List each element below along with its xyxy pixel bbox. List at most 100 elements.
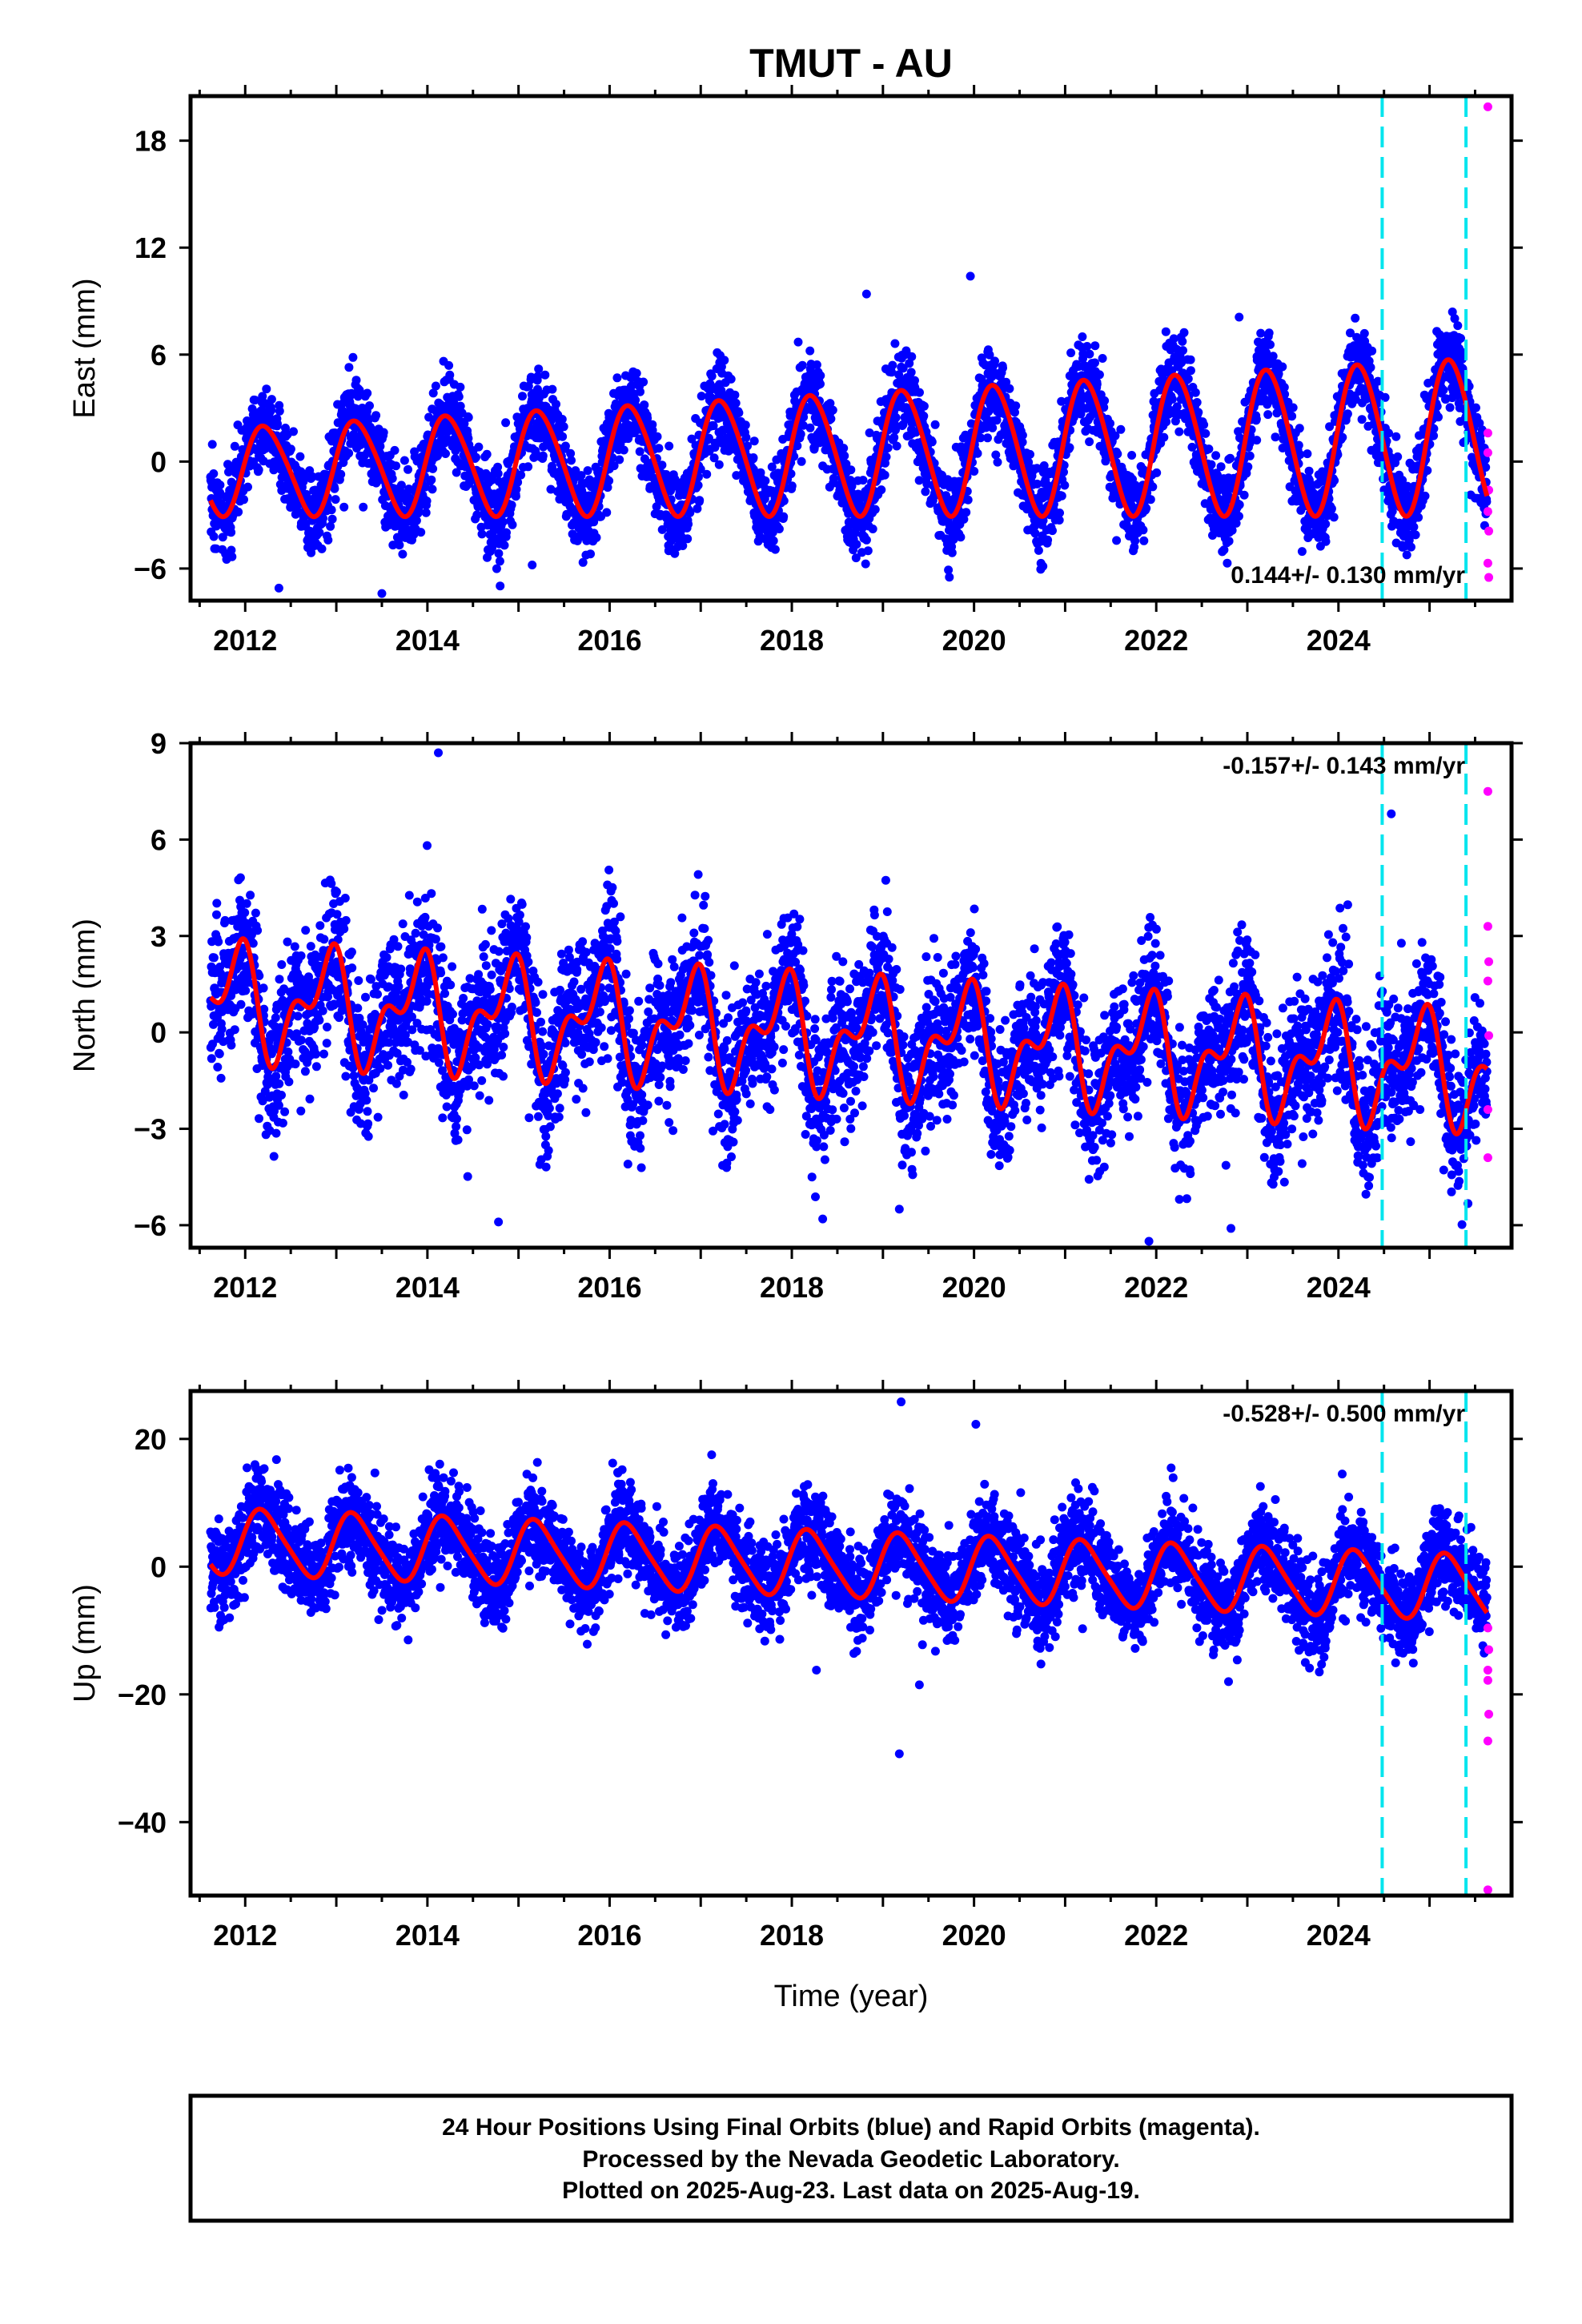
east-final-orbit-point xyxy=(1391,432,1401,441)
east-final-orbit-point xyxy=(1264,328,1274,338)
east-final-orbit-point xyxy=(1482,497,1492,506)
east-final-orbit-point xyxy=(1266,340,1275,349)
east-final-orbit-point xyxy=(391,461,400,471)
east-final-orbit-point xyxy=(507,501,516,510)
east-final-orbit-point xyxy=(947,548,957,557)
east-final-orbit-point xyxy=(921,487,930,497)
east-final-orbit-point xyxy=(1085,349,1094,359)
east-x-tick-label: 2012 xyxy=(213,624,277,657)
east-final-orbit-point xyxy=(404,464,412,474)
east-final-orbit-point xyxy=(877,485,886,495)
east-outlier-point xyxy=(377,589,387,598)
east-final-orbit-point xyxy=(428,485,437,494)
east-final-orbit-point xyxy=(1057,491,1066,501)
east-final-orbit-point xyxy=(1043,535,1053,545)
east-final-orbit-point xyxy=(1138,525,1148,535)
east-final-orbit-point xyxy=(1204,444,1214,454)
east-final-orbit-point xyxy=(540,370,550,380)
east-final-orbit-point xyxy=(295,452,305,461)
east-final-orbit-point xyxy=(883,443,893,452)
east-final-orbit-point xyxy=(639,377,648,387)
east-outlier-point xyxy=(966,271,975,281)
east-final-orbit-point xyxy=(1439,385,1448,395)
east-final-orbit-point xyxy=(1252,436,1262,445)
east-final-orbit-point xyxy=(1085,437,1094,447)
east-final-orbit-point xyxy=(1066,348,1076,358)
east-final-orbit-point xyxy=(1094,370,1104,380)
east-final-orbit-point xyxy=(889,432,899,442)
east-final-orbit-point xyxy=(741,420,750,430)
east-final-orbit-point xyxy=(1060,480,1070,490)
east-final-orbit-point xyxy=(907,352,917,361)
east-final-orbit-point xyxy=(275,406,284,416)
east-final-orbit-point xyxy=(839,444,849,453)
east-final-orbit-point xyxy=(714,460,724,469)
east-outlier-point xyxy=(1235,312,1244,322)
east-final-orbit-point xyxy=(1211,451,1221,460)
chart-title: TMUT - AU xyxy=(749,41,953,86)
east-final-orbit-point xyxy=(344,448,354,458)
east-final-orbit-point xyxy=(1174,427,1184,436)
east-final-orbit-point xyxy=(538,451,548,460)
east-final-orbit-point xyxy=(861,535,871,545)
east-final-orbit-points xyxy=(206,271,1492,598)
east-final-orbit-point xyxy=(707,372,717,381)
east-final-orbit-point xyxy=(1295,424,1304,433)
east-final-orbit-point xyxy=(970,467,979,476)
east-final-orbit-point xyxy=(1420,491,1430,501)
east-final-orbit-point xyxy=(1162,417,1171,427)
east-final-orbit-point xyxy=(962,508,971,517)
east-final-orbit-point xyxy=(983,433,992,443)
east-final-orbit-point xyxy=(863,546,873,556)
east-final-orbit-point xyxy=(552,400,560,409)
east-final-orbit-point xyxy=(1472,403,1480,412)
east-final-orbit-point xyxy=(1251,414,1261,424)
east-final-orbit-point xyxy=(472,452,480,462)
east-final-orbit-point xyxy=(1216,462,1226,472)
east-final-orbit-point xyxy=(327,505,336,515)
east-final-orbit-point xyxy=(787,481,797,491)
east-final-orbit-point xyxy=(990,356,999,366)
east-y-tick-label: 0 xyxy=(151,445,167,478)
east-final-orbit-point xyxy=(422,497,432,506)
east-final-orbit-point xyxy=(890,339,900,348)
east-final-orbit-point xyxy=(1152,468,1162,477)
east-final-orbit-point xyxy=(930,420,940,429)
east-final-orbit-point xyxy=(652,432,662,441)
east-final-orbit-point xyxy=(445,370,455,380)
east-y-axis-label: East (mm) xyxy=(68,278,102,418)
east-final-orbit-point xyxy=(868,525,877,533)
east-final-orbit-point xyxy=(1387,507,1397,516)
east-final-orbit-point xyxy=(602,508,612,517)
east-final-orbit-point xyxy=(474,442,484,452)
east-final-orbit-point xyxy=(327,514,337,524)
east-final-orbit-point xyxy=(258,392,267,401)
east-final-orbit-point xyxy=(267,406,276,415)
east-final-orbit-point xyxy=(927,437,937,447)
east-final-orbit-point xyxy=(592,533,601,542)
east-final-orbit-point xyxy=(816,380,825,388)
east-final-orbit-point xyxy=(1186,355,1195,364)
east-final-orbit-point xyxy=(323,535,333,545)
east-final-orbit-point xyxy=(919,401,929,411)
east-final-orbit-point xyxy=(684,520,693,529)
east-final-orbit-point xyxy=(604,476,614,485)
east-final-orbit-point xyxy=(1343,409,1352,419)
east-final-orbit-point xyxy=(227,552,237,561)
east-final-orbit-point xyxy=(769,536,778,545)
east-rapid-orbit-point xyxy=(1483,558,1492,568)
east-final-orbit-point xyxy=(779,512,789,521)
east-final-orbit-point xyxy=(230,441,239,451)
east-final-orbit-point xyxy=(1055,509,1064,517)
east-final-orbit-point xyxy=(805,346,815,356)
east-final-orbit-point xyxy=(234,507,243,517)
east-final-orbit-point xyxy=(1201,428,1211,438)
east-final-orbit-point xyxy=(734,408,744,417)
east-final-orbit-point xyxy=(695,496,705,505)
east-final-orbit-point xyxy=(720,356,729,365)
east-final-orbit-point xyxy=(1239,490,1249,500)
east-final-orbit-point xyxy=(1235,512,1243,521)
east-final-orbit-point xyxy=(993,457,1002,467)
east-final-orbit-point xyxy=(1414,513,1423,522)
east-final-orbit-point xyxy=(1187,442,1197,452)
